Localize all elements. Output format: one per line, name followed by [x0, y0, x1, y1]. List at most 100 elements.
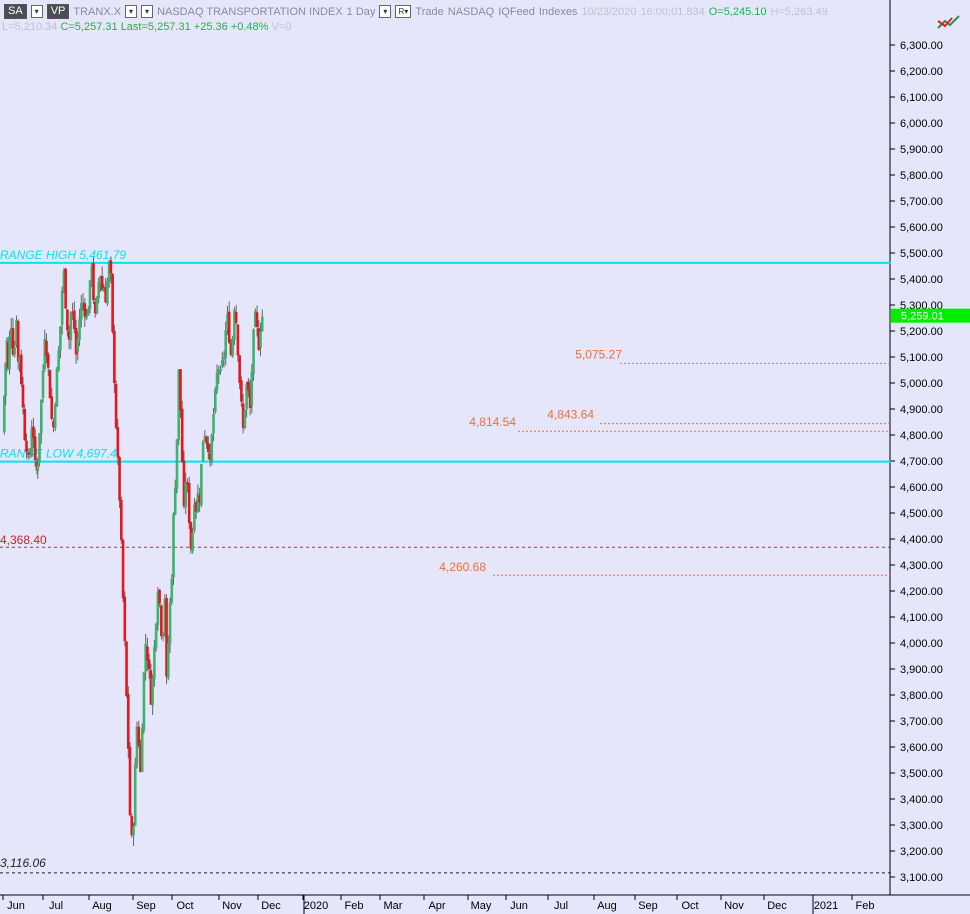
candle-body	[233, 310, 236, 340]
last-value: Last=5,257.31	[120, 21, 191, 33]
candle-body	[160, 605, 163, 636]
candle-body	[59, 326, 62, 351]
candle-body	[142, 672, 146, 731]
candle-body	[147, 659, 151, 670]
candle-body	[78, 318, 81, 341]
y-tick-label: 4,300.00	[900, 560, 943, 572]
candle-body	[15, 320, 18, 346]
candle-body	[245, 383, 248, 410]
x-tick-label: Feb	[345, 900, 364, 912]
candle-body	[109, 260, 113, 274]
candle-body	[21, 384, 25, 408]
candle-body	[45, 340, 48, 357]
y-tick-label: 4,100.00	[900, 612, 943, 624]
name-dropdown-arrow[interactable]: ▾	[141, 5, 154, 18]
sa-button[interactable]: SA	[4, 4, 27, 19]
x-tick-label: Aug	[92, 900, 112, 912]
candle-body	[260, 316, 264, 332]
candle-body	[18, 356, 21, 363]
candle-body	[116, 427, 120, 458]
y-tick-label: 4,900.00	[900, 404, 943, 416]
y-tick-label: 5,700.00	[900, 196, 943, 208]
x-tick-label: Nov	[222, 900, 242, 912]
candle-body	[153, 646, 156, 680]
x-tick-label: Jul	[49, 900, 63, 912]
candle-body	[151, 677, 154, 706]
candle-body	[212, 414, 215, 434]
vp-button[interactable]: VP	[46, 4, 70, 19]
candle-body	[236, 324, 240, 356]
candle-body	[222, 356, 226, 360]
time-label: 16:00:01.834	[640, 5, 705, 18]
chart-header: SA ▾ VP TRANX.X ▾ ▾ NASDAQ TRANSPORTATIO…	[0, 0, 970, 36]
candle-body	[158, 589, 161, 604]
y-tick-label: 4,000.00	[900, 638, 943, 650]
candle-body	[123, 596, 127, 641]
y-tick-label: 5,800.00	[900, 170, 943, 182]
candle-body	[168, 602, 172, 644]
candle-body	[19, 354, 23, 385]
candle-body	[226, 313, 229, 329]
x-tick-label: Sep	[638, 900, 658, 912]
y-tick-label: 3,200.00	[900, 846, 943, 858]
candle-body	[73, 310, 76, 329]
candle-body	[257, 328, 261, 350]
x-tick-label: Feb	[856, 900, 875, 912]
candle-body	[135, 726, 139, 766]
candle-body	[220, 360, 224, 367]
candle-body	[55, 368, 59, 407]
candle-body	[50, 396, 54, 419]
interval-dropdown-arrow[interactable]: ▾	[379, 5, 392, 18]
candle-body	[248, 389, 252, 408]
candle-body	[227, 311, 231, 343]
candle-body	[156, 592, 160, 626]
y-tick-label: 3,600.00	[900, 742, 943, 754]
candle-body	[120, 500, 123, 541]
candle-body	[229, 343, 233, 355]
candle-body	[11, 328, 15, 355]
level-label: 4,814.54	[469, 415, 516, 429]
candle-body	[106, 281, 109, 304]
candle-body	[52, 421, 55, 428]
candle-body	[85, 315, 88, 319]
candle-body	[76, 338, 80, 352]
symbol-dropdown-arrow[interactable]: ▾	[125, 5, 138, 18]
candle-body	[241, 403, 245, 428]
candle-body	[38, 433, 41, 463]
candle-body	[8, 336, 11, 370]
candle-body	[28, 452, 32, 455]
interval-label[interactable]: 1 Day	[346, 5, 376, 18]
candle-body	[121, 539, 125, 598]
candle-body	[201, 440, 205, 462]
candle-body	[69, 312, 73, 341]
y-tick-label: 6,000.00	[900, 118, 943, 130]
y-tick-label: 4,800.00	[900, 430, 943, 442]
candle-body	[254, 311, 257, 327]
y-tick-label: 4,600.00	[900, 482, 943, 494]
y-tick-label: 3,500.00	[900, 768, 943, 780]
candle-body	[118, 457, 121, 501]
y-tick-label: 3,700.00	[900, 716, 943, 728]
last-price-label: 5,259.01	[901, 311, 944, 323]
sa-dropdown-arrow[interactable]: ▾	[30, 5, 43, 18]
y-tick-label: 3,300.00	[900, 820, 943, 832]
candle-body	[26, 452, 30, 455]
y-tick-label: 6,200.00	[900, 66, 943, 78]
symbol-label[interactable]: TRANX.X	[73, 5, 122, 18]
candle-body	[125, 641, 128, 697]
candle-body	[219, 368, 222, 372]
candle-body	[25, 440, 28, 452]
r-button[interactable]: R▾	[395, 5, 412, 18]
candle-body	[60, 290, 64, 325]
candle-body	[13, 347, 17, 355]
candle-body	[53, 404, 57, 429]
candle-body	[238, 355, 241, 383]
candle-body	[215, 372, 219, 391]
y-tick-label: 5,100.00	[900, 352, 943, 364]
candle-body	[252, 329, 255, 375]
y-tick-label: 5,200.00	[900, 326, 943, 338]
candle-body	[217, 368, 221, 375]
drawing-tools-icon[interactable]	[936, 12, 962, 32]
candle-body	[208, 453, 212, 460]
